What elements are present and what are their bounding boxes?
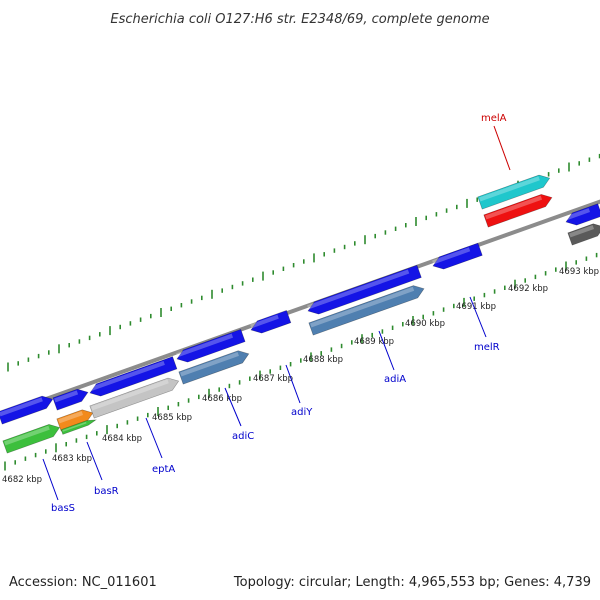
scale-label-4689: 4689 kbp bbox=[354, 337, 394, 347]
genome-title: Escherichia coli O127:H6 str. E2348/69, … bbox=[110, 12, 489, 27]
scale-label-4687: 4687 kbp bbox=[253, 374, 293, 384]
gene-feature-top-5[interactable] bbox=[249, 310, 292, 336]
scale-labels: 4682 kbp 4683 kbp 4684 kbp 4685 kbp 4686… bbox=[2, 267, 599, 485]
genome-backbone bbox=[0, 199, 600, 418]
scale-label-4688: 4688 kbp bbox=[303, 355, 343, 365]
gene-feature-adiC[interactable] bbox=[178, 348, 251, 385]
gene-feature-top-6[interactable] bbox=[306, 264, 422, 317]
gene-callout-basS[interactable]: basS bbox=[42, 458, 75, 514]
gene-feature-top-7[interactable] bbox=[431, 242, 483, 272]
gene-label-adiC[interactable]: adiC bbox=[232, 431, 254, 442]
gene-callout-adiC[interactable]: adiC bbox=[224, 387, 254, 442]
gene-callouts: basS basR eptA adiC adiY adiA melR melA bbox=[42, 113, 511, 514]
scale-label-4690: 4690 kbp bbox=[405, 319, 445, 329]
gene-feature-eptA[interactable] bbox=[89, 375, 181, 419]
gene-callout-adiY[interactable]: adiY bbox=[285, 364, 313, 418]
gene-callout-adiA[interactable]: adiA bbox=[378, 330, 406, 385]
gene-label-adiA[interactable]: adiA bbox=[384, 374, 406, 385]
gene-feature-gray-right[interactable] bbox=[567, 221, 600, 246]
gene-feature-top-8[interactable] bbox=[564, 203, 600, 228]
scale-label-4685: 4685 kbp bbox=[152, 413, 192, 423]
gene-callout-melA[interactable]: melA bbox=[481, 113, 511, 171]
genome-summary: Topology: circular; Length: 4,965,553 bp… bbox=[233, 575, 591, 590]
gene-feature-melA-red[interactable] bbox=[483, 191, 554, 228]
gene-callout-eptA[interactable]: eptA bbox=[145, 417, 175, 475]
inner-tick-ring bbox=[4, 252, 598, 471]
gene-label-eptA[interactable]: eptA bbox=[152, 464, 175, 475]
scale-label-4683: 4683 kbp bbox=[52, 454, 92, 464]
gene-feature-basS[interactable] bbox=[2, 421, 62, 454]
scale-label-4692: 4692 kbp bbox=[508, 284, 548, 294]
gene-label-basS[interactable]: basS bbox=[51, 503, 75, 514]
scale-label-4693: 4693 kbp bbox=[559, 267, 599, 277]
scale-label-4686: 4686 kbp bbox=[202, 394, 242, 404]
gene-features bbox=[0, 172, 600, 454]
gene-feature-top-4[interactable] bbox=[175, 328, 246, 365]
gene-feature-adiA[interactable] bbox=[308, 283, 426, 336]
gene-label-adiY[interactable]: adiY bbox=[291, 407, 313, 418]
accession-label: Accession: NC_011601 bbox=[9, 575, 157, 590]
gene-label-melR[interactable]: melR bbox=[474, 342, 500, 353]
gene-callout-melR[interactable]: melR bbox=[469, 296, 500, 353]
gene-feature-top-3[interactable] bbox=[88, 356, 178, 399]
gene-label-melA[interactable]: melA bbox=[481, 113, 507, 124]
gene-label-basR[interactable]: basR bbox=[94, 486, 119, 497]
gene-callout-basR[interactable]: basR bbox=[86, 441, 119, 497]
gene-feature-basR[interactable] bbox=[56, 407, 95, 432]
scale-label-4682: 4682 kbp bbox=[2, 475, 42, 485]
gene-feature-basR-tail[interactable] bbox=[60, 418, 97, 435]
gene-feature-melA-cyan[interactable] bbox=[477, 172, 552, 210]
gene-feature-top-1[interactable] bbox=[0, 393, 55, 425]
scale-label-4684: 4684 kbp bbox=[102, 434, 142, 444]
gene-feature-top-2[interactable] bbox=[52, 386, 90, 411]
scale-label-4691: 4691 kbp bbox=[456, 302, 496, 312]
